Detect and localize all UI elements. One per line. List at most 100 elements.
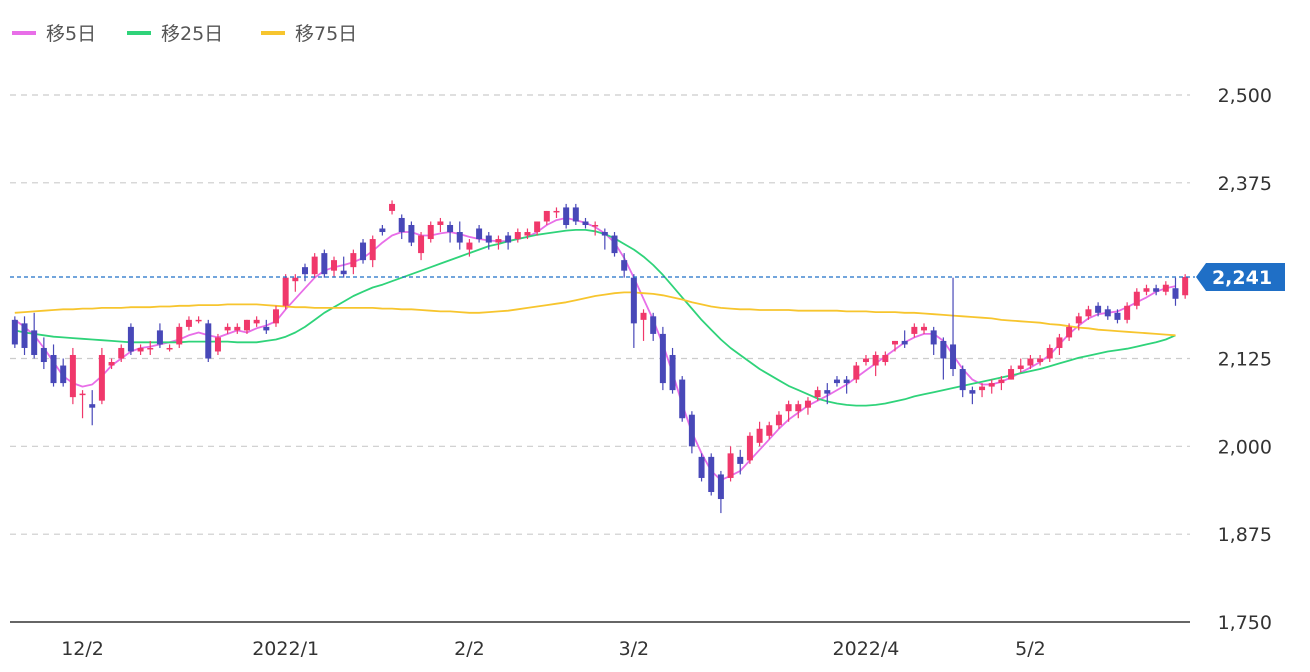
candle-body: [1114, 312, 1121, 320]
candle-9: [98, 347, 105, 405]
candle-body: [89, 404, 96, 408]
candle-40: [398, 214, 405, 240]
candle-91: [892, 340, 898, 352]
candle-16: [166, 344, 173, 352]
candle-95: [930, 326, 937, 355]
candle-1: [21, 316, 28, 355]
candle-68: [669, 347, 676, 394]
candle-body: [882, 354, 889, 363]
candle-54: [534, 221, 541, 236]
candle-body: [350, 253, 357, 268]
candle-body: [108, 362, 115, 366]
candle-74: [727, 446, 734, 482]
candle-4: [50, 344, 57, 387]
candle-body: [979, 386, 986, 391]
candle-body: [862, 358, 869, 363]
candle-body: [1085, 309, 1092, 317]
candle-21: [214, 333, 221, 355]
candle-36: [360, 239, 367, 264]
candle-46: [456, 221, 463, 250]
candle-69: [679, 376, 686, 422]
candle-body: [98, 354, 105, 401]
candle-body: [1037, 358, 1044, 363]
candle-body: [1066, 326, 1073, 338]
candle-body: [1008, 369, 1015, 380]
candle-body: [437, 221, 444, 225]
candle-body: [775, 414, 782, 426]
candle-body: [901, 340, 908, 345]
candle-body: [495, 239, 502, 243]
candle-body: [272, 309, 279, 324]
candle-109: [1066, 323, 1073, 341]
candle-body: [60, 365, 67, 384]
candle-67: [659, 326, 666, 391]
candle-body: [147, 347, 154, 350]
candle-106: [1037, 354, 1044, 366]
candle-body: [563, 207, 570, 225]
candle-body: [621, 260, 628, 271]
candle-body: [224, 326, 231, 331]
candle-body: [698, 456, 705, 478]
candle-56: [553, 207, 560, 218]
candle-body: [234, 326, 241, 331]
candle-body: [930, 330, 937, 345]
candle-body: [408, 224, 415, 243]
y-tick-label-2: 2,125: [1218, 349, 1272, 371]
candle-body: [79, 393, 86, 396]
candle-body: [476, 228, 483, 240]
x-tick-label-1: 2022/1: [252, 638, 319, 660]
candle-body: [921, 326, 928, 331]
candle-96: [940, 337, 947, 380]
candle-108: [1056, 333, 1063, 355]
candle-body: [679, 379, 686, 419]
candle-body: [785, 404, 792, 412]
candle-body: [766, 425, 773, 436]
candle-22: [224, 323, 231, 334]
candle-119: [1162, 281, 1169, 296]
candle-116: [1133, 288, 1140, 310]
candle-body: [737, 456, 744, 464]
candle-6: [69, 347, 76, 405]
candle-body: [814, 390, 821, 398]
candle-body: [717, 474, 724, 500]
candle-body: [940, 340, 947, 359]
candle-body: [543, 210, 550, 222]
candle-body: [360, 242, 367, 261]
candle-110: [1075, 312, 1082, 331]
legend: 移5日 移25日 移75日: [12, 23, 357, 45]
candle-90: [882, 351, 889, 366]
last-price-badge: [1196, 262, 1285, 291]
last-price-label: 2,241: [1212, 267, 1272, 289]
candle-11: [118, 344, 125, 363]
candle-body: [118, 347, 125, 359]
candle-body: [746, 435, 753, 461]
candle-body: [398, 217, 405, 233]
x-tick-label-3: 3/2: [619, 638, 650, 660]
candle-17: [176, 323, 183, 348]
candle-25: [253, 316, 260, 327]
candle-body: [243, 319, 250, 331]
candle-58: [572, 203, 579, 225]
candle-body: [69, 354, 76, 398]
candle-body: [1104, 309, 1111, 317]
candle-body: [253, 319, 260, 324]
y-tick-label-3: 2,000: [1218, 436, 1272, 458]
candle-body: [466, 242, 473, 250]
candle-113: [1104, 305, 1111, 320]
candle-66: [650, 312, 657, 341]
candle-118: [1153, 284, 1160, 296]
candle-body: [650, 316, 657, 334]
candle-45: [447, 221, 454, 243]
candle-8: [89, 390, 96, 426]
candle-120: [1172, 277, 1179, 306]
candle-18: [185, 316, 192, 331]
candle-59: [582, 217, 589, 229]
legend-label-2: 移75日: [295, 23, 357, 45]
candle-63: [621, 253, 628, 278]
candle-64: [630, 274, 637, 348]
candle-body: [1027, 358, 1034, 366]
candle-105: [1027, 354, 1034, 370]
candle-body: [40, 347, 47, 363]
